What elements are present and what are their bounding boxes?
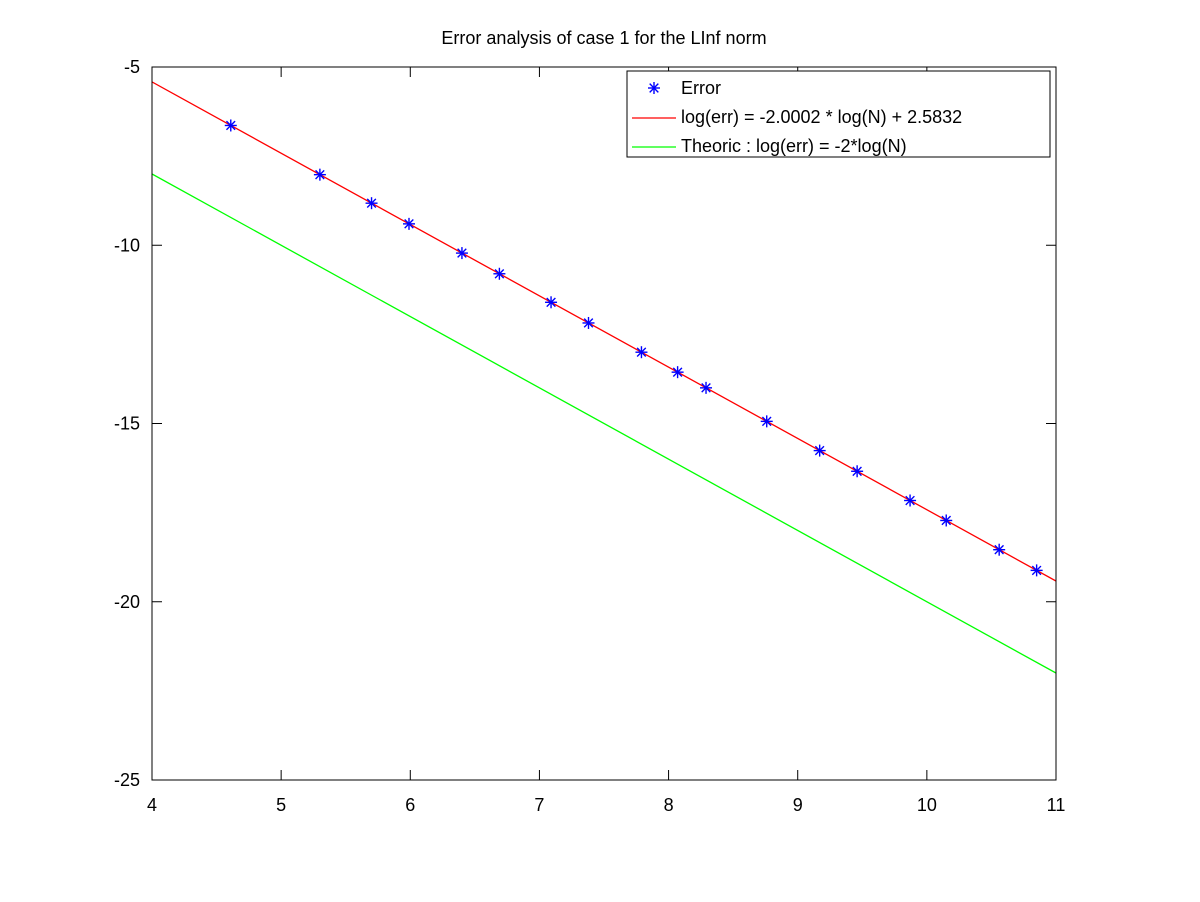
error-point-marker [760,415,773,428]
legend-marker-error [648,82,660,94]
y-tick-label: -20 [114,592,140,612]
error-point-marker [365,197,378,210]
legend-label: log(err) = -2.0002 * log(N) + 2.5832 [681,107,962,127]
axes-layer: 4 5 6 7 8 9 10 11 -5 -10 -15 -20 -25 [114,57,1065,815]
error-point-marker [582,316,595,329]
error-point-marker [700,381,713,394]
series-line-1 [152,81,1056,582]
error-point-marker [455,247,468,260]
series-layer [152,81,1056,674]
y-tick-label: -15 [114,414,140,434]
x-tick-label: 9 [793,795,803,815]
error-point-marker [313,168,326,181]
x-tick-label: 8 [664,795,674,815]
x-tick-label: 11 [1047,795,1066,815]
error-point-marker [402,217,415,230]
y-tick-label: -5 [124,57,140,77]
x-tick-label: 7 [534,795,544,815]
chart-title: Error analysis of case 1 for the LInf no… [441,28,766,48]
legend-label: Error [681,78,721,98]
error-point-marker [545,296,558,309]
error-point-marker [671,366,684,379]
error-point-marker [904,494,917,507]
y-tick-label: -10 [114,235,140,255]
legend-label: Theoric : log(err) = -2*log(N) [681,136,907,156]
error-point-marker [993,543,1006,556]
error-point-marker [813,444,826,457]
x-tick-label: 10 [917,795,937,815]
series-line-2 [152,173,1056,674]
x-tick-label: 4 [147,795,157,815]
error-point-marker [851,465,864,478]
x-tick-label: 5 [276,795,286,815]
error-point-marker [940,514,953,527]
legend-box [626,70,1051,158]
error-point-marker [493,267,506,280]
x-tick-label: 6 [405,795,415,815]
error-point-marker [224,119,237,132]
legend: Error log(err) = -2.0002 * log(N) + 2.583… [626,70,1051,158]
error-point-marker [1030,564,1043,577]
error-point-marker [635,346,648,359]
y-tick-label: -25 [114,770,140,790]
